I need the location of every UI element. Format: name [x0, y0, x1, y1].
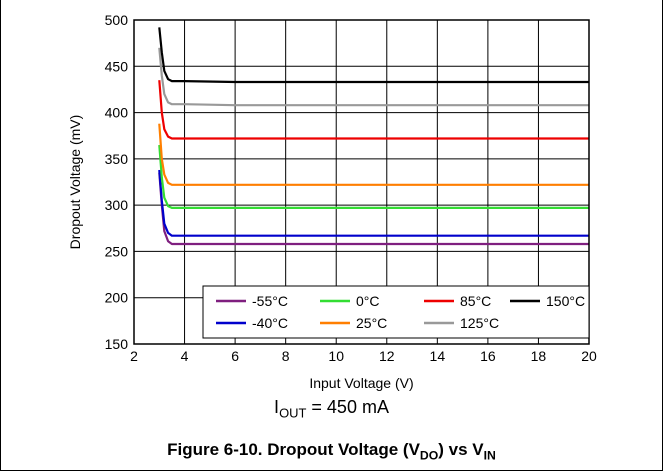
figure-caption: Figure 6-10. Dropout Voltage (VDO) vs VI… [0, 440, 663, 463]
x-tick-label: 10 [328, 348, 344, 364]
legend-label: 0°C [356, 293, 380, 309]
tick-labels: 2 4 6 8 10 12 14 16 18 20 150 200 250 300 350 400 450 500 [105, 12, 597, 364]
x-tick-label: 2 [130, 348, 138, 364]
x-tick-label: 4 [181, 348, 189, 364]
y-tick-label: 250 [105, 243, 129, 259]
y-tick-label: 400 [105, 105, 129, 121]
caption-prefix: Figure 6-10. Dropout Voltage (V [167, 440, 420, 459]
legend-label: 85°C [460, 293, 491, 309]
legend-label: -55°C [252, 293, 288, 309]
caption-middle: ) vs V [438, 440, 484, 459]
x-tick-label: 8 [282, 348, 290, 364]
x-tick-label: 12 [379, 348, 395, 364]
series-line [158, 144, 589, 209]
condition-value: = 450 mA [306, 397, 389, 417]
y-tick-label: 300 [105, 197, 129, 213]
plot-border [133, 19, 590, 345]
y-tick-label: 500 [105, 12, 129, 28]
series-line [158, 169, 589, 237]
test-condition: IOUT = 450 mA [0, 397, 663, 421]
series-line [158, 47, 589, 107]
y-axis-title: Dropout Voltage (mV) [67, 115, 83, 250]
legend: -55°C -40°C 0°C 25°C 85°C 125°C 150°C [202, 285, 590, 339]
x-tick-label: 18 [531, 348, 547, 364]
x-tick-label: 6 [231, 348, 239, 364]
x-axis-title: Input Voltage (V) [309, 375, 413, 391]
series-line [158, 80, 589, 140]
x-tick-label: 16 [480, 348, 496, 364]
x-tick-label: 20 [581, 348, 597, 364]
condition-subscript: OUT [279, 405, 307, 421]
x-tick-label: 14 [430, 348, 446, 364]
caption-subscript-do: DO [419, 448, 439, 463]
y-tick-label: 450 [105, 58, 129, 74]
legend-label: 150°C [546, 293, 585, 309]
condition-prefix: I [274, 397, 280, 417]
legend-label: 25°C [356, 315, 387, 331]
series-line [158, 27, 589, 84]
y-tick-label: 350 [105, 151, 129, 167]
y-tick-label: 150 [105, 336, 129, 352]
dropout-voltage-chart: 2 4 6 8 10 12 14 16 18 20 150 200 250 300 350 400 450 500… [67, 12, 597, 391]
y-tick-label: 200 [105, 290, 129, 306]
legend-label: 125°C [460, 315, 499, 331]
series-lines [158, 27, 589, 246]
legend-label: -40°C [252, 315, 288, 331]
series-line [158, 123, 589, 186]
legend-box [202, 285, 590, 339]
caption-subscript-in: IN [483, 448, 496, 463]
